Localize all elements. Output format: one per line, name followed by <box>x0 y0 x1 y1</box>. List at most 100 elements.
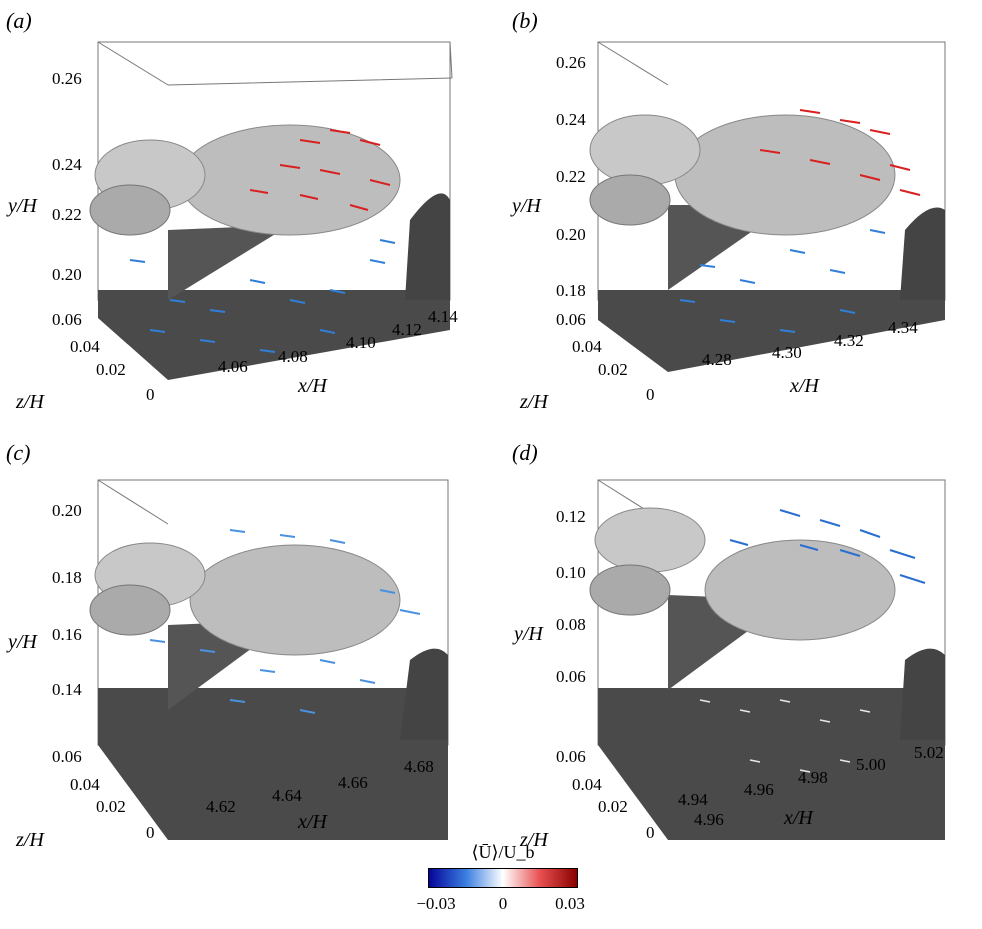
x-tick: 4.30 <box>772 343 802 362</box>
x-axis-label: x/H <box>789 375 820 397</box>
y-tick: 0.14 <box>52 680 82 699</box>
x-tick: 4.66 <box>338 773 368 792</box>
side-wall <box>900 648 945 740</box>
vortex-surface <box>189 544 401 656</box>
y-tick: 0.10 <box>556 563 586 582</box>
vortex-surface-3 <box>89 184 171 236</box>
y-tick: 0.22 <box>52 205 82 224</box>
vector-field-blue <box>729 509 926 584</box>
floor-plate <box>598 290 945 372</box>
y-axis-ticks: 0.26 0.24 0.22 0.20 <box>52 69 82 284</box>
x-tick: 4.98 <box>798 768 828 787</box>
z-tick: 0.06 <box>556 310 586 329</box>
y-tick: 0.24 <box>52 155 82 174</box>
z-tick: 0.06 <box>556 747 586 766</box>
y-axis-ticks: 0.26 0.24 0.22 0.20 0.18 <box>556 53 586 300</box>
x-axis-ticks: 4.06 4.08 4.10 4.12 4.14 <box>218 307 458 376</box>
x-tick: 4.32 <box>834 331 864 350</box>
panel-label: (a) <box>6 8 32 33</box>
panel-label: (d) <box>512 440 538 465</box>
x-tick: 4.28 <box>702 350 732 369</box>
x-axis-label: x/H <box>297 375 328 397</box>
y-axis-label: y/H <box>6 195 38 217</box>
x-tick: 4.64 <box>272 786 302 805</box>
y-axis-label: y/H <box>6 631 38 653</box>
panel-c-figure: 0.20 0.18 0.16 0.14 y/H 0.06 0.04 0.02 0… <box>6 479 449 851</box>
x-axis-ticks: 4.62 4.64 4.66 4.68 <box>206 757 434 816</box>
x-tick: 4.94 <box>678 790 708 809</box>
z-axis-label: z/H <box>519 829 549 851</box>
panel-label: (b) <box>512 8 538 33</box>
z-tick: 0.04 <box>70 337 100 356</box>
y-axis-ticks: 0.12 0.10 0.08 0.06 <box>556 507 586 686</box>
z-tick: 0 <box>146 823 155 842</box>
x-tick: 4.96 <box>744 780 774 799</box>
y-tick: 0.22 <box>556 167 586 186</box>
x-tick: 4.08 <box>278 347 308 366</box>
z-axis-ticks: 0.06 0.04 0.02 0 <box>556 747 655 842</box>
side-wall <box>400 648 448 740</box>
z-tick: 0 <box>646 385 655 404</box>
colorbar-tick-mid: 0 <box>498 894 508 913</box>
z-axis-ticks: 0.06 0.04 0.02 0 <box>52 747 155 842</box>
y-tick: 0.12 <box>556 507 586 526</box>
vortex-surface <box>704 539 896 641</box>
z-tick: 0.04 <box>572 775 602 794</box>
y-tick: 0.24 <box>556 110 586 129</box>
colorbar-gradient <box>428 868 578 888</box>
z-axis-label: z/H <box>15 391 45 413</box>
x-tick: 4.62 <box>206 797 236 816</box>
vortex-surface-3 <box>89 584 171 636</box>
panel-b: (b) 0.26 0.24 0.22 0.20 0.18 y <box>500 0 970 430</box>
y-axis-ticks: 0.20 0.18 0.16 0.14 <box>52 501 82 699</box>
panel-b-figure: 0.26 0.24 0.22 0.20 0.18 y/H 0.06 0.04 0… <box>510 41 946 413</box>
y-tick: 0.06 <box>556 667 586 686</box>
y-tick: 0.08 <box>556 615 586 634</box>
colorbar: ⟨Ū⟩/U_b −0.03 0 0.03 <box>416 842 585 922</box>
vector-field-white <box>699 699 871 773</box>
vortex-surface-3 <box>589 174 671 226</box>
z-tick: 0.04 <box>70 775 100 794</box>
y-tick: 0.16 <box>52 625 82 644</box>
vortex-surface-2 <box>594 507 706 573</box>
x-axis-label: x/H <box>297 811 328 833</box>
x-tick: 5.00 <box>856 755 886 774</box>
z-tick: 0.02 <box>598 360 628 379</box>
vector-field-blue <box>149 529 421 714</box>
side-wall <box>900 207 945 300</box>
x-tick: 4.14 <box>428 307 458 326</box>
y-tick: 0.18 <box>52 568 82 587</box>
z-axis-label: z/H <box>519 391 549 413</box>
vector-field-blue <box>679 229 886 333</box>
x-tick: 4.96 <box>694 810 724 829</box>
colorbar-label: ⟨Ū⟩/U_b <box>471 842 535 862</box>
z-tick: 0.02 <box>96 797 126 816</box>
panel-a-figure: 0.26 0.24 0.22 0.20 y/H 0.06 0.04 0.02 0… <box>6 41 458 413</box>
colorbar-tick-max: 0.03 <box>555 894 585 913</box>
z-axis-label: z/H <box>15 829 45 851</box>
y-tick: 0.20 <box>556 225 586 244</box>
x-tick: 4.10 <box>346 333 376 352</box>
vortex-surface-2 <box>589 114 701 186</box>
y-tick: 0.20 <box>52 265 82 284</box>
x-axis-ticks: 4.28 4.30 4.32 4.34 <box>702 318 918 369</box>
z-tick: 0 <box>646 823 655 842</box>
panel-label: (c) <box>6 440 31 465</box>
vector-field-red <box>249 129 391 211</box>
vortex-surface-3 <box>589 564 671 616</box>
panel-a: (a) 0.26 0.24 0.22 0.20 <box>0 0 470 430</box>
colorbar-tick-min: −0.03 <box>416 894 456 913</box>
x-tick: 4.06 <box>218 357 248 376</box>
z-tick: 0.02 <box>598 797 628 816</box>
vector-field-blue <box>129 239 396 353</box>
panel-d: (d) 0.12 0.10 0.08 0.06 y/H <box>500 440 970 870</box>
y-tick: 0.26 <box>52 69 82 88</box>
x-axis-label: x/H <box>783 807 814 829</box>
z-tick: 0.06 <box>52 747 82 766</box>
vector-field-red <box>759 109 921 196</box>
x-tick: 4.34 <box>888 318 918 337</box>
y-tick: 0.18 <box>556 281 586 300</box>
x-tick: 4.68 <box>404 757 434 776</box>
floor-plate <box>98 290 450 380</box>
floor-plate <box>98 688 448 840</box>
